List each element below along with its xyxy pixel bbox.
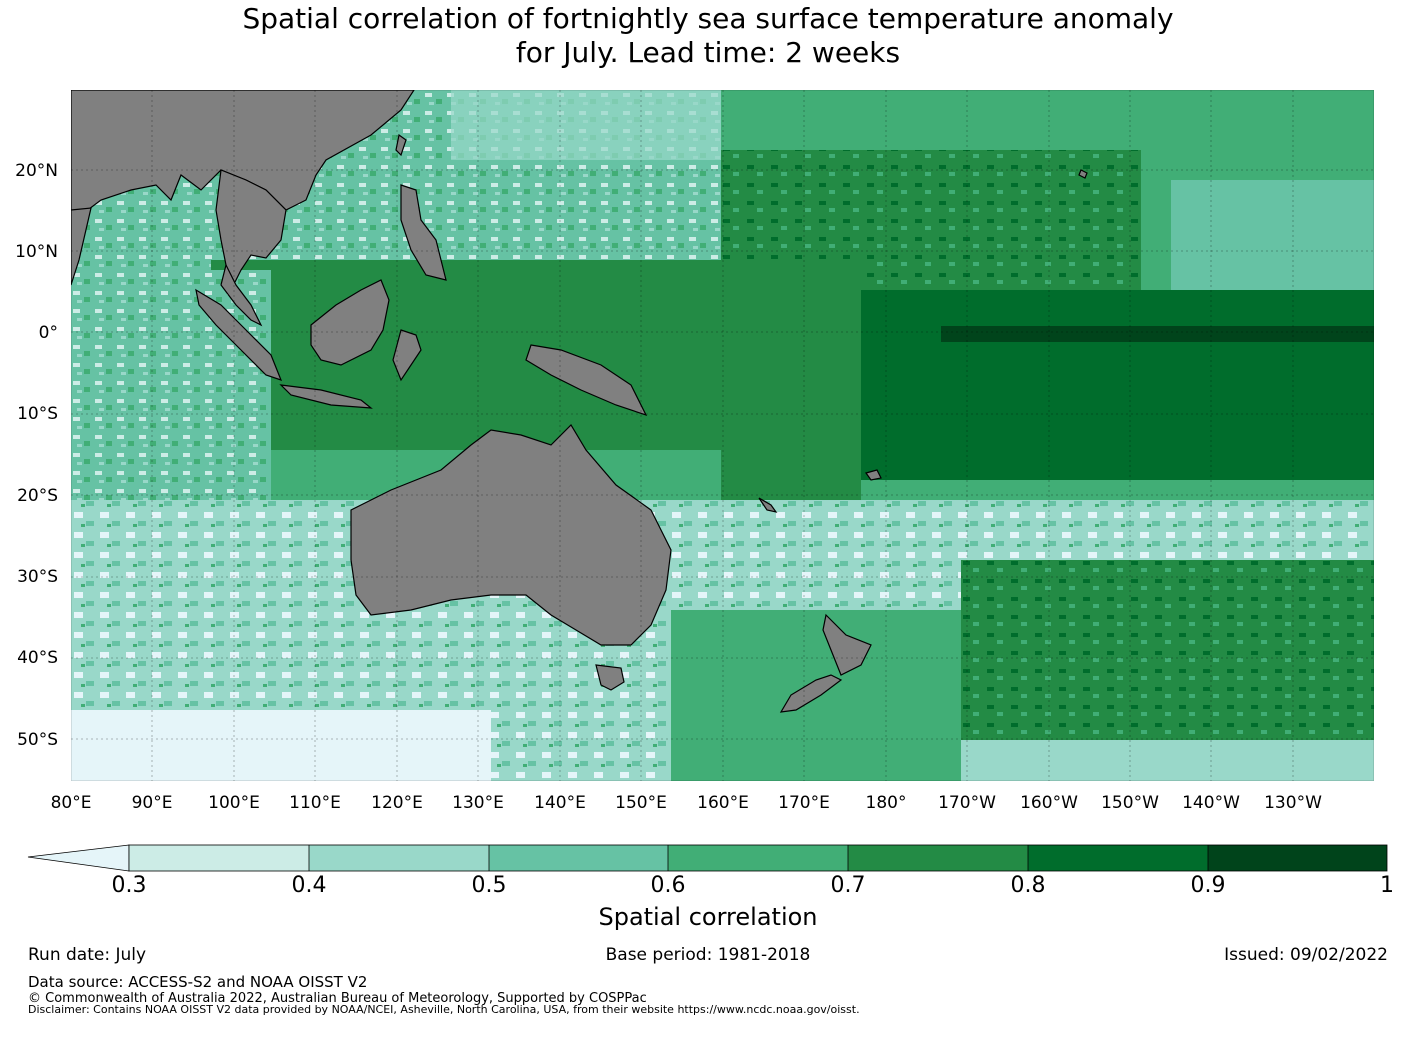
land-new-guinea <box>525 344 648 417</box>
lon-label-160w: 160°W <box>1020 793 1078 813</box>
colorbar-bin-0.8 <box>1028 845 1208 871</box>
lon-label-150e: 150°E <box>615 793 667 813</box>
lon-label-90e: 90°E <box>131 793 173 813</box>
colorbar <box>27 844 1388 872</box>
lon-label-160e: 160°E <box>697 793 749 813</box>
title-line-2: for July. Lead time: 2 weeks <box>515 36 901 69</box>
land-fiji <box>865 469 882 481</box>
colorbar-tick-0.6: 0.6 <box>650 873 686 898</box>
lon-label-140w: 140°W <box>1182 793 1240 813</box>
zone-maritime <box>211 260 771 450</box>
land-borneo <box>310 279 390 366</box>
chart-title: Spatial correlation of fortnightly sea s… <box>0 2 1416 70</box>
land-india <box>71 207 92 286</box>
colorbar-bin-0.5 <box>489 845 668 871</box>
lat-label-30s: 30°S <box>17 567 58 587</box>
lon-label-170w: 170°W <box>938 793 996 813</box>
colorbar-under-arrow <box>27 844 130 872</box>
colorbar-bin-0.3 <box>129 845 309 871</box>
land-java <box>279 384 373 409</box>
land-sulawesi <box>392 329 422 382</box>
colorbar-tick-0.3: 0.3 <box>111 873 147 898</box>
zone-equatorial-pacific <box>831 290 1374 480</box>
graticule <box>71 90 1374 781</box>
title-line-1: Spatial correlation of fortnightly sea s… <box>242 2 1174 35</box>
lon-label-170e: 170°E <box>778 793 830 813</box>
land-philippines <box>400 184 447 281</box>
land-sumatra <box>195 288 283 381</box>
lon-label-130e: 130°E <box>452 793 504 813</box>
lat-label-10s: 10°S <box>17 404 58 424</box>
zone-southern-low-east <box>961 740 1374 781</box>
lat-label-20s: 20°S <box>17 486 58 506</box>
lat-label-50s: 50°S <box>17 730 58 750</box>
zone-indian-tropics <box>71 270 271 500</box>
colorbar-bin-0.4 <box>309 845 489 871</box>
colorbar-tick-0.7: 0.7 <box>830 873 866 898</box>
zone-south-pacific-high <box>961 560 1374 760</box>
lon-label-130w: 130°W <box>1264 793 1322 813</box>
copyright: © Commonwealth of Australia 2022, Austra… <box>28 991 647 1006</box>
lon-label-120e: 120°E <box>371 793 423 813</box>
land-indochina <box>215 169 287 292</box>
issued-date: Issued: 09/02/2022 <box>1224 945 1388 965</box>
land-tasmania <box>595 664 625 691</box>
land-new-zealand-north <box>822 613 872 676</box>
colorbar-title: Spatial correlation <box>598 903 818 931</box>
run-date: Run date: July <box>28 945 147 965</box>
lat-label-0: 0° <box>38 323 58 343</box>
lon-label-140e: 140°E <box>534 793 586 813</box>
land-taiwan <box>395 133 407 157</box>
lon-label-80e: 80°E <box>50 793 92 813</box>
land-malay-peninsula <box>220 263 263 327</box>
colorbar-tick-0.4: 0.4 <box>291 873 327 898</box>
land-australia <box>350 424 672 646</box>
colorbar-bin-0.7 <box>848 845 1028 871</box>
data-source: Data source: ACCESS-S2 and NOAA OISST V2 <box>28 973 368 991</box>
colorbar-tick-1: 1 <box>1380 873 1394 898</box>
colorbar-bin-0.6 <box>668 845 848 871</box>
colorbar-tick-0.5: 0.5 <box>471 873 507 898</box>
zone-north-central <box>451 90 751 160</box>
colorbar-bin-0.9 <box>1208 845 1387 871</box>
lat-label-40s: 40°S <box>17 648 58 668</box>
zone-southern-low <box>71 710 491 781</box>
disclaimer: Disclaimer: Contains NOAA OISST V2 data … <box>28 1003 860 1016</box>
lat-label-20n: 20°N <box>15 161 58 181</box>
lon-label-150w: 150°W <box>1101 793 1159 813</box>
colorbar-tick-0.9: 0.9 <box>1190 873 1226 898</box>
lon-label-180: 180° <box>865 793 907 813</box>
lon-label-100e: 100°E <box>208 793 260 813</box>
zone-equatorial-core <box>941 326 1374 342</box>
land-new-zealand-south <box>779 674 843 713</box>
colorbar-tick-0.8: 0.8 <box>1010 873 1046 898</box>
base-period: Base period: 1981-2018 <box>605 945 811 965</box>
land-new-caledonia <box>758 497 778 513</box>
land <box>71 90 1088 713</box>
lat-label-10n: 10°N <box>15 242 58 262</box>
lon-label-110e: 110°E <box>289 793 341 813</box>
correlation-map <box>71 90 1374 781</box>
land-hawaii <box>1078 169 1088 179</box>
